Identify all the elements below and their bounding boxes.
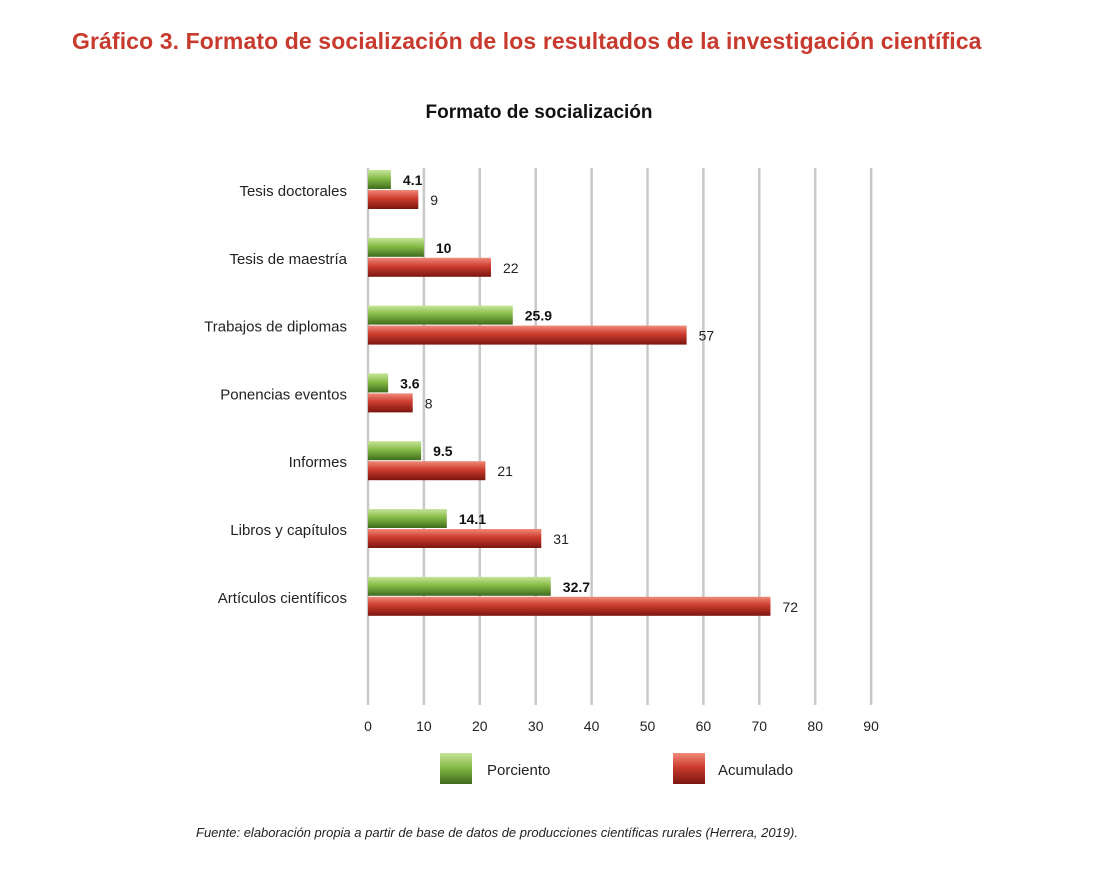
category-label: Ponencias eventos bbox=[220, 386, 347, 403]
data-label: 4.1 bbox=[403, 172, 423, 188]
x-tick-label: 80 bbox=[807, 718, 823, 734]
category-label: Informes bbox=[289, 454, 347, 471]
category-label: Trabajos de diplomas bbox=[204, 319, 347, 336]
x-tick-label: 50 bbox=[640, 718, 656, 734]
category-label: Tesis de maestría bbox=[229, 251, 347, 268]
data-label: 57 bbox=[699, 328, 715, 344]
bar-porciento bbox=[368, 576, 551, 596]
x-tick-label: 60 bbox=[696, 718, 712, 734]
data-label: 32.7 bbox=[563, 579, 590, 595]
data-label: 3.6 bbox=[400, 375, 420, 391]
bar-porciento bbox=[368, 441, 422, 461]
bar-acumulado bbox=[368, 257, 491, 277]
category-label: Tesis doctorales bbox=[239, 183, 347, 200]
chart-title: Formato de socialización bbox=[426, 102, 653, 123]
data-label: 8 bbox=[425, 395, 433, 411]
category-label: Artículos científicos bbox=[218, 590, 347, 607]
x-tick-label: 0 bbox=[364, 718, 372, 734]
bar-acumulado bbox=[368, 393, 413, 413]
bar-acumulado bbox=[368, 461, 486, 481]
bar-acumulado bbox=[368, 596, 771, 616]
bar-porciento bbox=[368, 305, 513, 325]
source-note: Fuente: elaboración propia a partir de b… bbox=[196, 825, 798, 840]
labels: 0 10 20 30 40 50 60 70 80 90 Tesis doctorales 4.1 9 T… bbox=[204, 172, 879, 734]
x-tick-label: 20 bbox=[472, 718, 488, 734]
x-tick-label: 10 bbox=[416, 718, 432, 734]
legend-swatch-porciento bbox=[440, 753, 472, 784]
bar-porciento bbox=[368, 237, 424, 257]
x-tick-label: 90 bbox=[863, 718, 879, 734]
data-label: 10 bbox=[436, 240, 452, 256]
bars bbox=[368, 170, 771, 616]
category-label: Libros y capítulos bbox=[230, 522, 347, 539]
x-tick-label: 70 bbox=[752, 718, 768, 734]
data-label: 21 bbox=[497, 463, 513, 479]
bar-acumulado bbox=[368, 325, 687, 345]
data-label: 14.1 bbox=[459, 511, 486, 527]
x-tick-label: 30 bbox=[528, 718, 544, 734]
legend-label: Acumulado bbox=[718, 762, 793, 779]
legend-label: Porciento bbox=[487, 762, 550, 779]
figure-title: Gráfico 3. Formato de socialización de l… bbox=[72, 28, 982, 54]
data-label: 31 bbox=[553, 531, 569, 547]
bar-acumulado bbox=[368, 190, 419, 209]
data-label: 25.9 bbox=[525, 308, 552, 324]
bar-porciento bbox=[368, 170, 391, 189]
legend: Porciento Acumulado bbox=[440, 753, 793, 784]
bar-porciento bbox=[368, 373, 389, 393]
data-label: 9 bbox=[430, 192, 438, 208]
bar-porciento bbox=[368, 509, 447, 528]
data-label: 22 bbox=[503, 260, 519, 276]
x-tick-label: 40 bbox=[584, 718, 600, 734]
data-label: 72 bbox=[782, 599, 798, 615]
data-label: 9.5 bbox=[433, 443, 453, 459]
legend-swatch-acumulado bbox=[673, 753, 705, 784]
bar-acumulado bbox=[368, 529, 542, 548]
